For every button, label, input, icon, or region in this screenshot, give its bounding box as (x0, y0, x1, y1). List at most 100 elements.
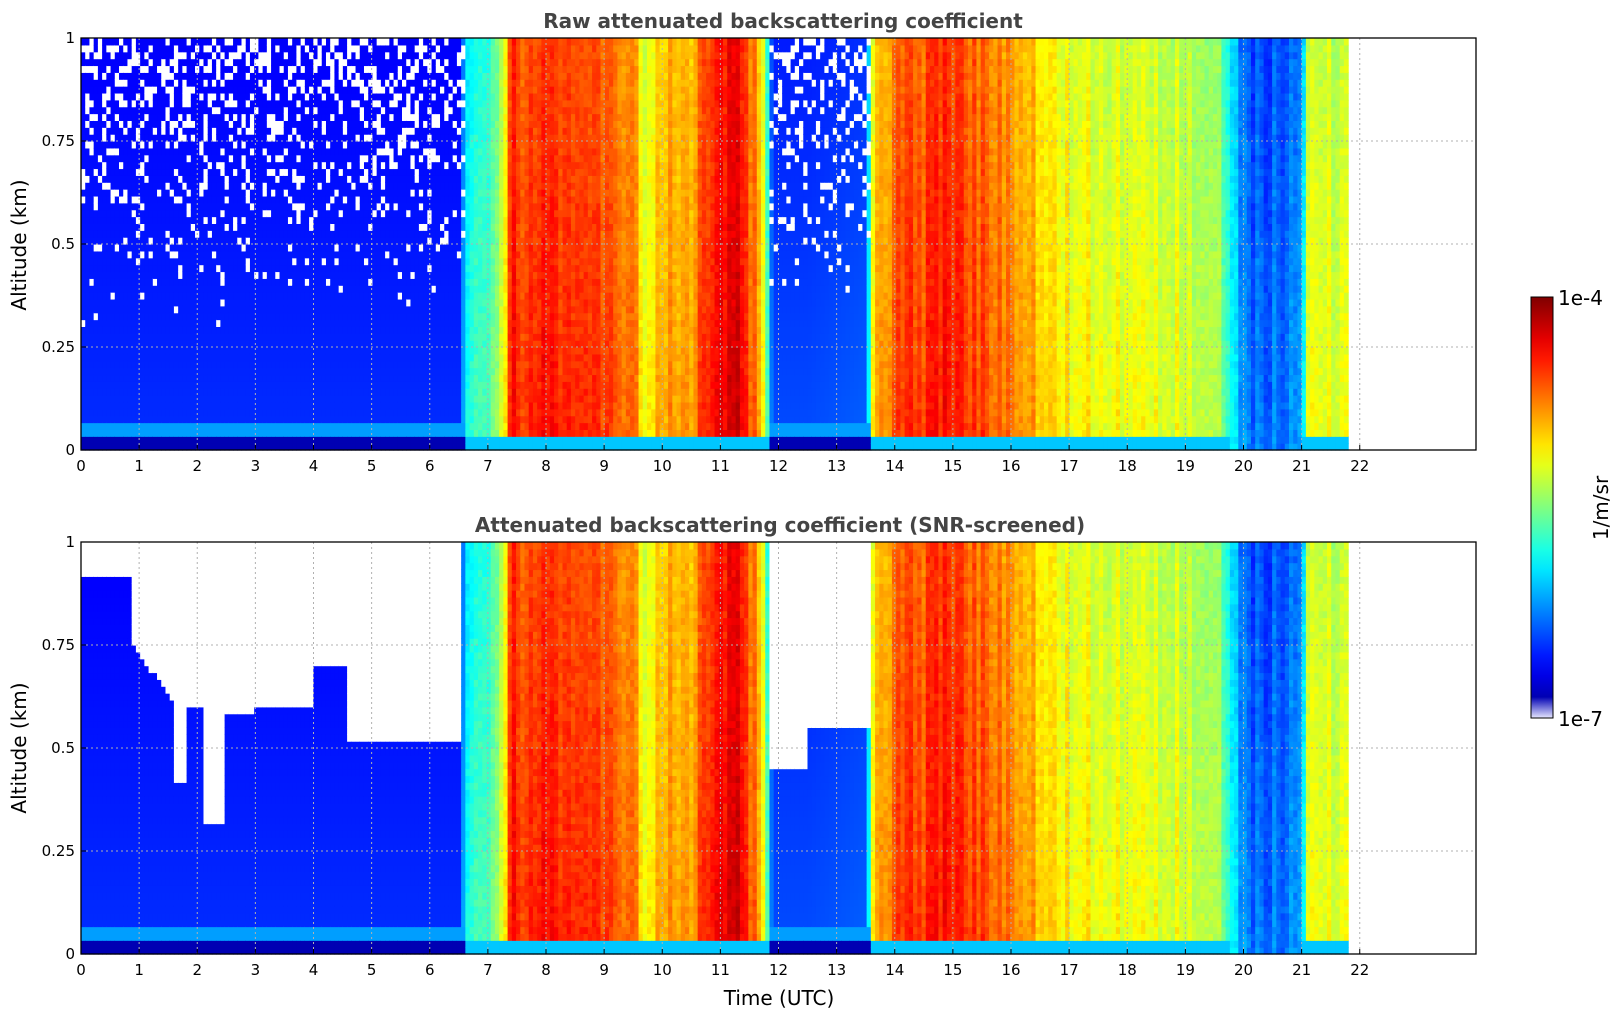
heatmap-cell (389, 127, 395, 135)
heatmap-cell (144, 92, 150, 101)
heatmap-cell (241, 161, 247, 170)
heatmap-cell (304, 58, 310, 67)
heatmap-cell (140, 436, 145, 444)
heatmap-cell (127, 285, 133, 293)
heatmap-cell (321, 422, 327, 430)
heatmap-cell (169, 237, 175, 245)
heatmap-cell (368, 209, 374, 218)
heatmap-cell (410, 92, 416, 101)
heatmap-cell (97, 237, 103, 245)
heatmap-cell (418, 182, 424, 190)
heatmap-cell (351, 278, 357, 286)
heatmap-cell (207, 216, 213, 224)
heatmap-cell (233, 141, 238, 149)
heatmap-cell (368, 422, 374, 430)
heatmap-cell (152, 319, 158, 327)
heatmap-cell (414, 443, 420, 451)
heatmap-cell (165, 367, 171, 376)
heatmap-cell (131, 127, 137, 135)
heatmap-cell (89, 436, 95, 444)
heatmap-cell (161, 86, 167, 94)
heatmap-cell (389, 79, 395, 87)
heatmap-cell (418, 250, 424, 259)
heatmap-cell (402, 367, 407, 376)
heatmap-cell (300, 367, 306, 376)
heatmap-cell (85, 65, 91, 73)
heatmap-cell (169, 422, 175, 430)
heatmap-cell (380, 278, 386, 286)
raw-panel-title: Raw attenuated backscattering coefficien… (543, 9, 1023, 33)
heatmap-cell (173, 134, 179, 142)
heatmap-cell (258, 38, 264, 46)
heatmap-cell (363, 360, 369, 369)
heatmap-cell (182, 223, 188, 231)
heatmap-cell (393, 285, 399, 293)
heatmap-cell (182, 182, 188, 190)
heatmap-cell (262, 312, 268, 321)
heatmap-cell (347, 223, 352, 231)
heatmap-cell (233, 106, 238, 115)
heatmap-cell (368, 141, 374, 149)
heatmap-cell (81, 422, 86, 430)
heatmap-cell (279, 367, 285, 376)
heatmap-cell (182, 319, 188, 327)
heatmap-cell (102, 209, 107, 218)
heatmap-cell (85, 141, 91, 149)
heatmap-cell (144, 319, 150, 327)
heatmap-cell (313, 333, 319, 341)
heatmap-cell (279, 347, 285, 355)
heatmap-cell (338, 415, 344, 424)
heatmap-cell (258, 161, 264, 170)
heatmap-cell (397, 161, 403, 170)
heatmap-cell (178, 333, 183, 341)
heatmap-cell (338, 347, 344, 355)
heatmap-cell (313, 175, 319, 183)
heatmap-cell (241, 422, 247, 430)
heatmap-cell (321, 305, 327, 314)
heatmap-cell (207, 319, 213, 327)
heatmap-cell (427, 271, 433, 279)
heatmap-cell (321, 347, 327, 355)
heatmap-cell (114, 312, 120, 321)
heatmap-cell (123, 44, 129, 53)
heatmap-cell (351, 360, 357, 369)
heatmap-cell (325, 401, 331, 410)
heatmap-cell (114, 436, 120, 444)
heatmap-cell (313, 271, 319, 279)
heatmap-cell (402, 65, 407, 73)
heatmap-cell (114, 340, 120, 348)
heatmap-cell (216, 189, 221, 197)
heatmap-cell (178, 134, 183, 142)
heatmap-cell (97, 168, 103, 176)
heatmap-cell (355, 230, 361, 238)
heatmap-cell (397, 72, 403, 80)
heatmap-cell (397, 408, 403, 417)
heatmap-cell (110, 395, 116, 403)
heatmap-cell (249, 408, 255, 417)
heatmap-cell (321, 223, 327, 231)
heatmap-cell (165, 326, 171, 334)
heatmap-cell (241, 202, 247, 211)
heatmap-cell (169, 79, 175, 87)
heatmap-cell (211, 72, 217, 80)
heatmap-cell (363, 202, 369, 211)
heatmap-cell (402, 58, 407, 67)
heatmap-cell (351, 72, 357, 80)
heatmap-cell (368, 92, 374, 101)
heatmap-cell (393, 99, 399, 108)
heatmap-cell (427, 333, 433, 341)
heatmap-cell (249, 79, 255, 87)
heatmap-cell (135, 195, 141, 204)
heatmap-cell (275, 189, 281, 197)
heatmap-cell (173, 175, 179, 183)
heatmap-cell (249, 72, 255, 80)
heatmap-cell (241, 38, 247, 46)
heatmap-cell (342, 189, 348, 197)
heatmap-cell (321, 408, 327, 417)
heatmap-cell (178, 250, 183, 259)
heatmap-cell (199, 65, 205, 73)
heatmap-cell (397, 189, 403, 197)
heatmap-cell (123, 292, 129, 300)
heatmap-cell (355, 244, 361, 252)
heatmap-cell (287, 443, 293, 451)
